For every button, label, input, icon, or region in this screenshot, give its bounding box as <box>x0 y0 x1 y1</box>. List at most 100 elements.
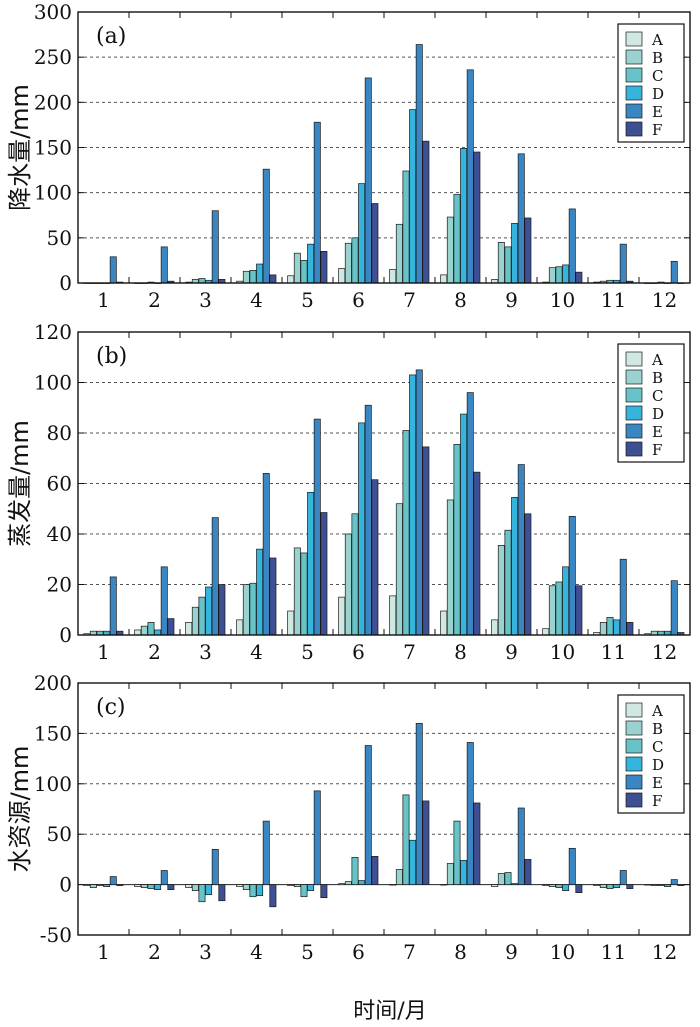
bar-D-4 <box>256 884 264 897</box>
legend-swatch-D <box>625 85 643 101</box>
bar-A-10 <box>542 884 550 886</box>
bar-F-10 <box>575 271 583 284</box>
legend-swatch-E <box>625 774 643 790</box>
bar-D-7 <box>409 839 417 885</box>
bar-C-2 <box>147 884 155 889</box>
bar-C-10 <box>555 884 563 888</box>
x-tick-label: 11 <box>601 288 626 312</box>
bar-B-4 <box>242 584 250 636</box>
bar-A-4 <box>236 619 244 636</box>
bar-B-5 <box>293 547 301 636</box>
y-axis-label: 降水量/mm <box>6 84 34 211</box>
x-tick-label: 11 <box>601 940 626 964</box>
x-tick-label: 4 <box>250 640 263 664</box>
legend-label-E: E <box>652 103 663 121</box>
plot-frame <box>77 682 691 936</box>
bar-D-2 <box>154 884 162 890</box>
bar-D-8 <box>460 860 468 885</box>
y-tick-label: 40 <box>47 522 72 546</box>
bar-D-10 <box>562 884 570 891</box>
bar-B-5 <box>293 252 301 284</box>
bar-C-6 <box>351 513 359 636</box>
legend-swatch-F <box>625 121 643 137</box>
y-tick-label: 100 <box>34 772 72 796</box>
bar-E-1 <box>109 876 117 885</box>
y-tick-label: 300 <box>34 0 72 24</box>
legend-swatch-A <box>625 31 643 47</box>
bar-D-11 <box>613 619 621 636</box>
bar-E-6 <box>364 404 372 636</box>
bar-B-3 <box>191 606 199 636</box>
bar-A-5 <box>287 275 295 284</box>
legend-swatch-B <box>625 49 643 65</box>
y-tick-label: 0 <box>59 271 72 295</box>
bar-C-5 <box>300 884 308 898</box>
bar-C-8 <box>453 194 461 284</box>
bar-B-2 <box>140 884 148 888</box>
legend-swatch-F <box>625 441 643 457</box>
legend-label-A: A <box>651 702 663 720</box>
bar-F-6 <box>371 856 379 885</box>
bar-F-11 <box>626 622 634 636</box>
x-tick-label: 3 <box>199 640 212 664</box>
bar-C-4 <box>249 270 257 284</box>
legend-swatch-C <box>625 738 643 754</box>
bar-B-7 <box>395 503 403 636</box>
legend-label-B: B <box>652 49 663 67</box>
legend-label-D: D <box>652 85 664 103</box>
bar-A-4 <box>236 884 244 887</box>
bar-F-7 <box>422 140 430 284</box>
legend-swatch-E <box>625 103 643 119</box>
bar-F-10 <box>575 884 583 894</box>
legend-label-A: A <box>651 351 663 369</box>
bar-A-3 <box>185 622 193 636</box>
x-tick-label: 8 <box>454 288 467 312</box>
legend-swatch-F <box>625 792 643 808</box>
legend-label-E: E <box>652 423 663 441</box>
bar-B-6 <box>344 881 352 885</box>
legend-swatch-C <box>625 67 643 83</box>
bar-A-3 <box>185 884 193 888</box>
x-tick-label: 2 <box>148 640 161 664</box>
bar-E-10 <box>568 847 576 885</box>
x-tick-label: 6 <box>352 288 365 312</box>
bar-E-3 <box>211 848 219 885</box>
bar-A-9 <box>491 619 499 636</box>
bar-E-12 <box>670 580 678 636</box>
bar-E-5 <box>313 790 321 885</box>
bar-A-8 <box>440 274 448 284</box>
y-tick-label: 100 <box>34 181 72 205</box>
bar-E-9 <box>517 153 525 284</box>
y-tick-label: 0 <box>59 873 72 897</box>
x-tick-label: 2 <box>148 940 161 964</box>
x-tick-label: 9 <box>505 940 518 964</box>
y-tick-label: 60 <box>47 472 72 496</box>
bar-D-6 <box>358 880 366 885</box>
bar-E-12 <box>670 260 678 284</box>
bar-E-6 <box>364 745 372 885</box>
bar-B-9 <box>497 242 505 284</box>
bar-B-7 <box>395 869 403 885</box>
y-axis-label: 蒸发量/mm <box>6 420 34 547</box>
bar-A-6 <box>338 596 346 636</box>
bar-E-3 <box>211 210 219 284</box>
x-tick-label: 10 <box>550 640 575 664</box>
bar-F-2 <box>167 618 175 636</box>
bar-D-6 <box>358 183 366 284</box>
bar-E-12 <box>670 879 678 885</box>
legend-swatch-C <box>625 387 643 403</box>
bar-B-10 <box>548 585 556 636</box>
x-tick-label: 12 <box>652 288 677 312</box>
bar-A-11 <box>593 884 601 886</box>
bar-B-4 <box>242 270 250 284</box>
bar-F-2 <box>167 884 175 890</box>
bar-D-5 <box>307 243 315 284</box>
bar-D-12 <box>664 884 672 887</box>
bar-B-8 <box>446 499 454 636</box>
bar-A-8 <box>440 610 448 636</box>
legend-swatch-E <box>625 423 643 439</box>
bar-D-4 <box>256 548 264 636</box>
y-tick-label: 120 <box>34 320 72 344</box>
